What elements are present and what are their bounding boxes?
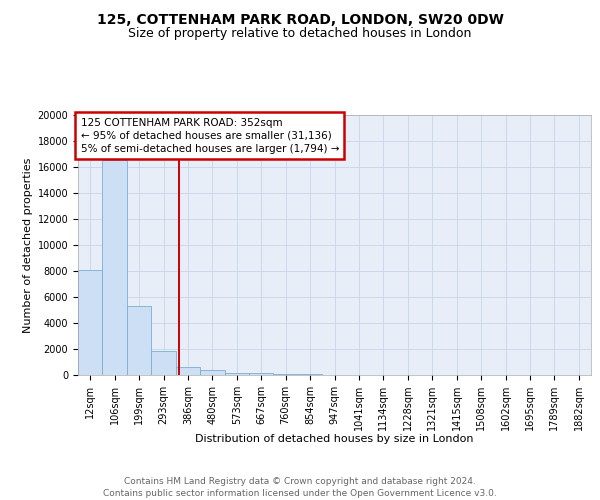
Bar [224,372,249,375]
Y-axis label: Number of detached properties: Number of detached properties [23,158,34,332]
X-axis label: Distribution of detached houses by size in London: Distribution of detached houses by size … [195,434,474,444]
Bar [127,306,151,375]
Bar [200,370,224,375]
Bar [176,366,200,375]
Bar [298,374,322,375]
Bar [103,160,127,375]
Bar [249,374,274,375]
Text: 125 COTTENHAM PARK ROAD: 352sqm
← 95% of detached houses are smaller (31,136)
5%: 125 COTTENHAM PARK ROAD: 352sqm ← 95% of… [80,118,339,154]
Text: 125, COTTENHAM PARK ROAD, LONDON, SW20 0DW: 125, COTTENHAM PARK ROAD, LONDON, SW20 0… [97,12,503,26]
Bar [151,351,176,375]
Text: Size of property relative to detached houses in London: Size of property relative to detached ho… [128,28,472,40]
Bar [78,270,103,375]
Bar [274,374,298,375]
Text: Contains HM Land Registry data © Crown copyright and database right 2024.
Contai: Contains HM Land Registry data © Crown c… [103,476,497,498]
